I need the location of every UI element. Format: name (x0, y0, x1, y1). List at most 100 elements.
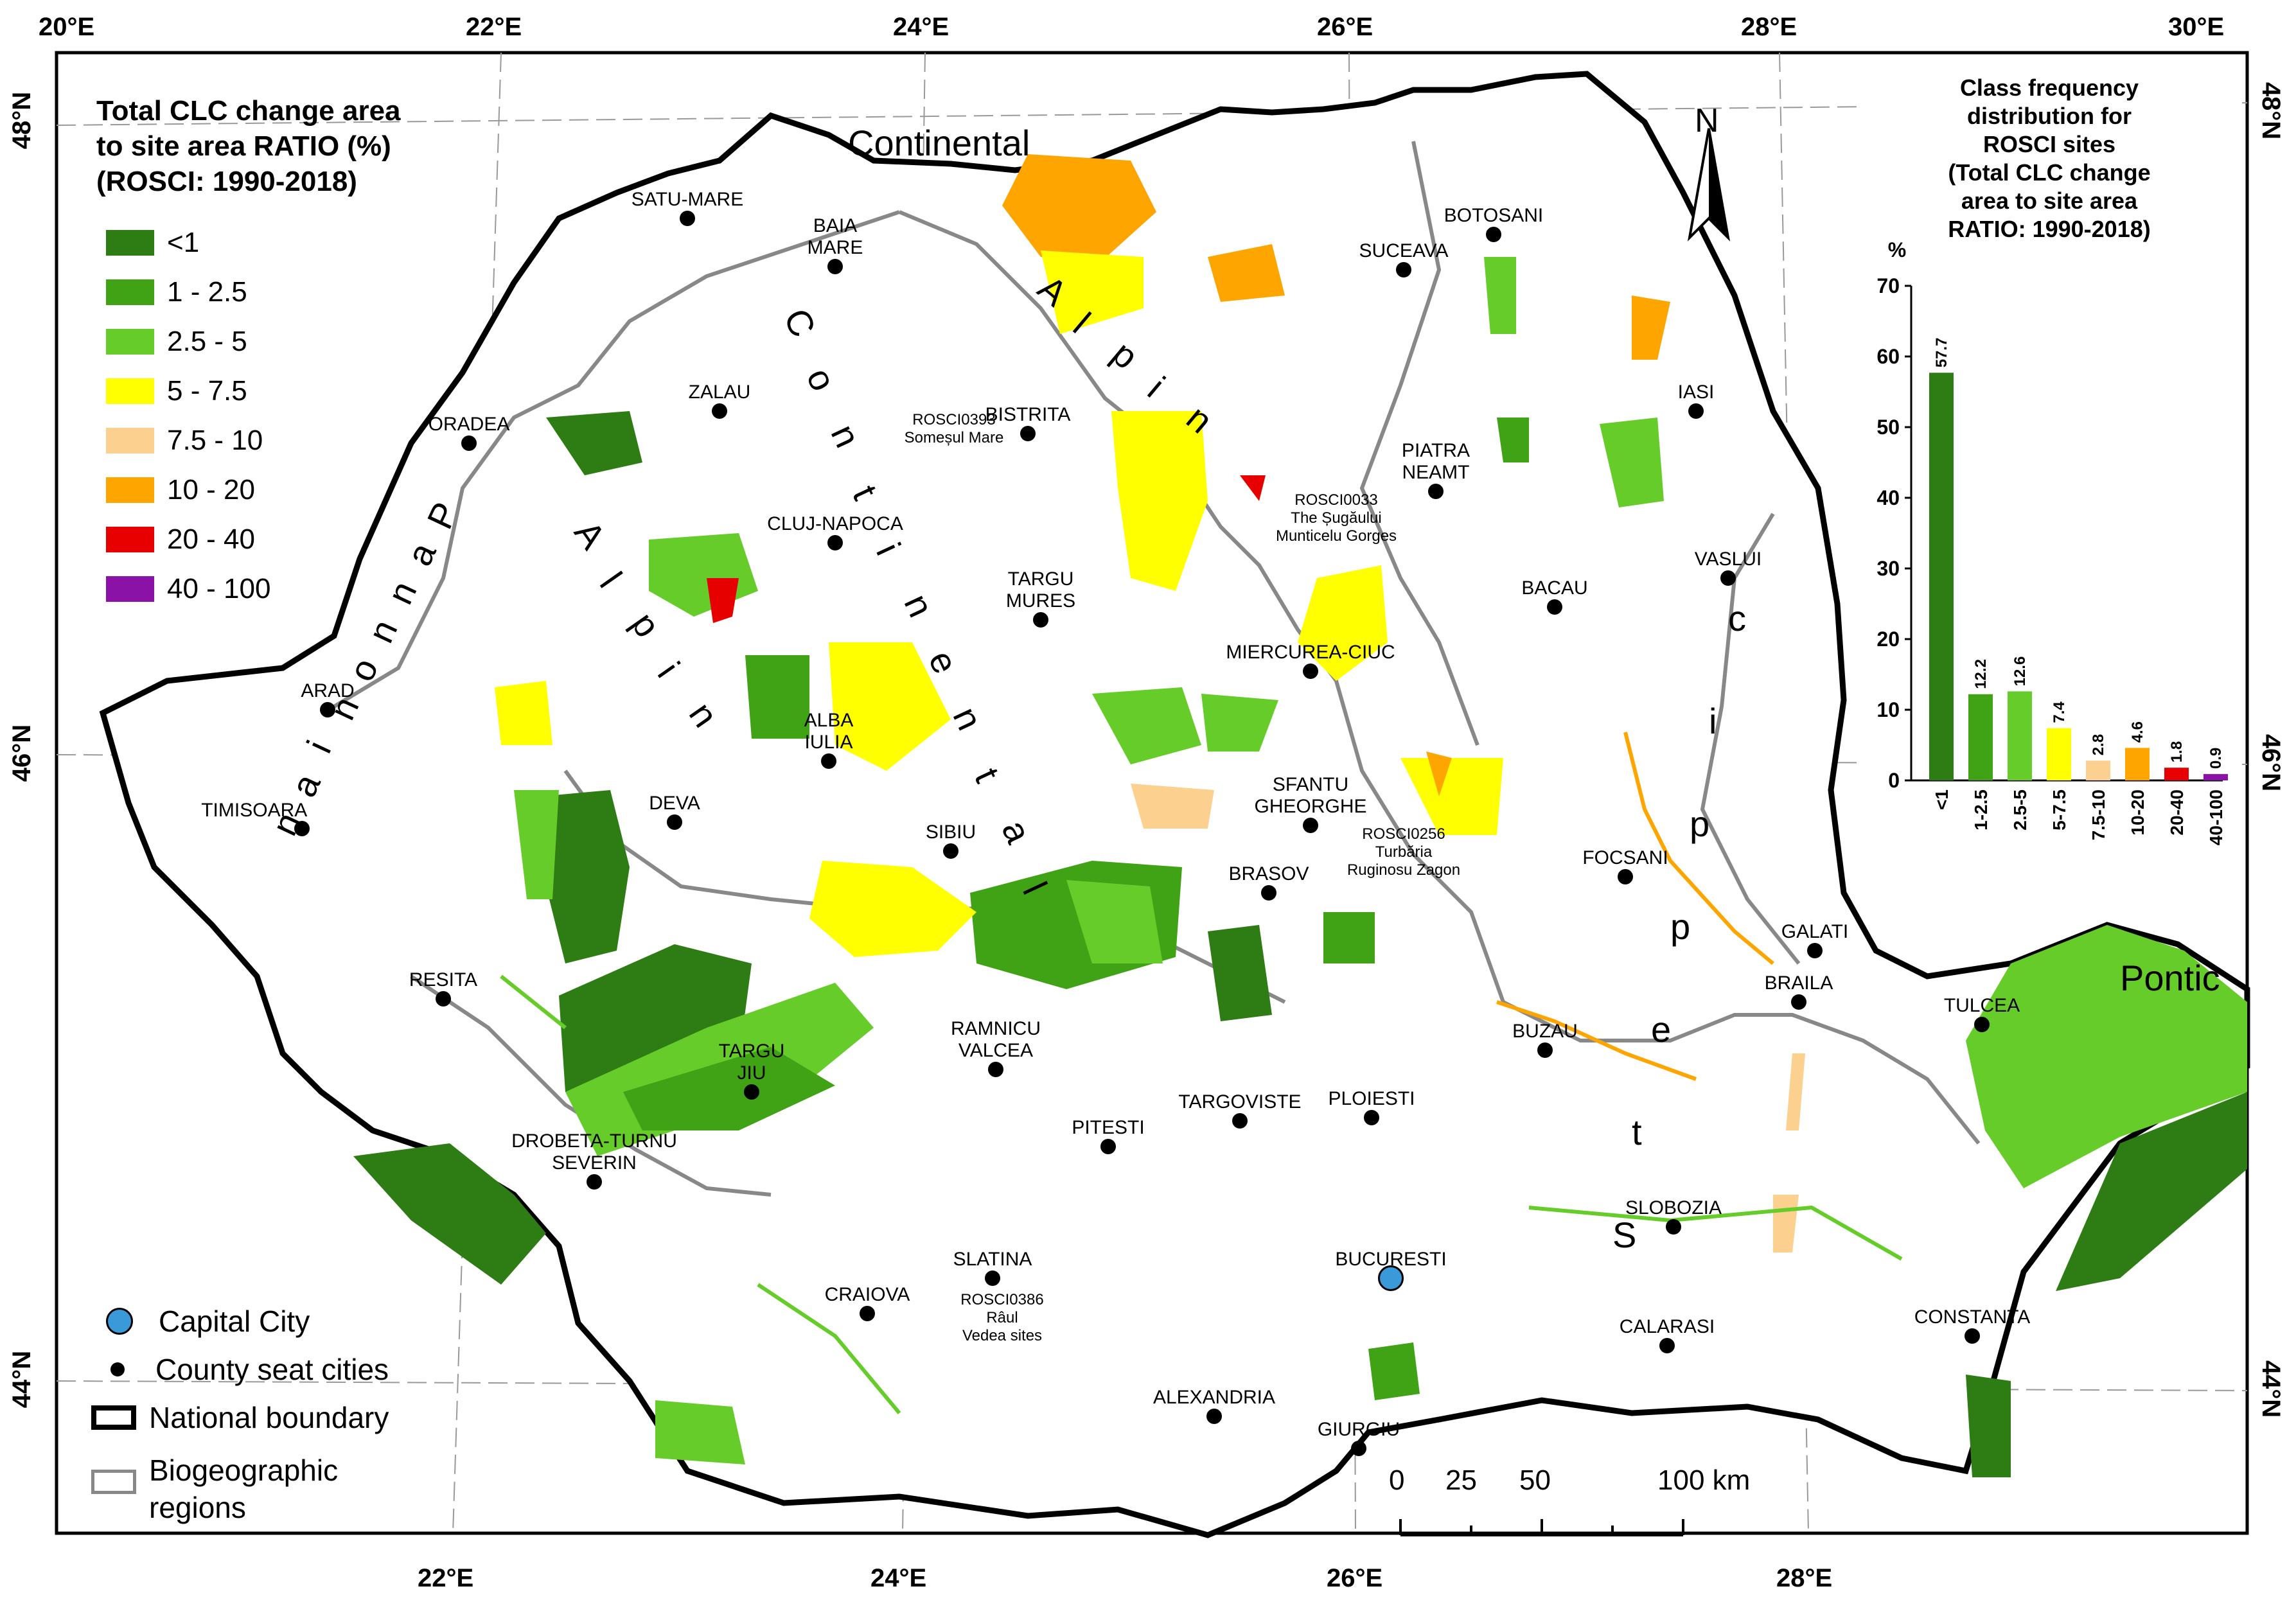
inset-bar (2125, 748, 2150, 780)
inset-bar-value: 4.6 (2129, 721, 2146, 743)
legend-class-row: 10 - 20 (106, 474, 255, 506)
lat-label-right-48: 48°N (2257, 82, 2286, 140)
lon-label-top-30: 30°E (2168, 13, 2225, 41)
county-seat-marker (436, 991, 451, 1007)
inset-bar-value: 2.8 (2090, 734, 2107, 755)
county-seat-marker (985, 1270, 1000, 1286)
site-label-line: ROSCI0386 (960, 1291, 1044, 1308)
city-label: BACAU (1521, 577, 1588, 599)
county-seat-marker (1974, 1017, 1990, 1032)
city-label: SLOBOZIA (1625, 1197, 1722, 1218)
site-label-line: Turbăria (1375, 843, 1433, 861)
lat-label-right-44: 44°N (2257, 1360, 2286, 1418)
legend-swatch (106, 328, 154, 355)
city-label: PITESTI (1072, 1117, 1145, 1138)
inset-title-line: (Total CLC change (1948, 159, 2151, 186)
county-seat-marker (1396, 262, 1411, 277)
legend-class-row: 5 - 7.5 (106, 374, 247, 407)
county-seat-marker (1659, 1338, 1675, 1353)
lon-label-top-20: 20°E (39, 13, 95, 41)
legend-boundary-label: National boundary (149, 1401, 389, 1434)
region-letter-steppic: i (1709, 701, 1717, 741)
legend-class-row: <1 (106, 226, 200, 258)
legend-class-label: 2.5 - 5 (167, 325, 247, 357)
city-label: DEVA (649, 793, 700, 814)
county-seat-marker (1232, 1113, 1248, 1129)
county-seat-marker (1303, 818, 1318, 833)
inset-category-label: 1-2.5 (1971, 789, 1991, 831)
legend-boundary: National boundary (84, 1400, 389, 1435)
city-label: BAIA MARE (807, 215, 863, 258)
inset-y-tick-label: 60 (1877, 345, 1900, 368)
city-label: BUZAU (1512, 1021, 1578, 1042)
county-seat-marker (1666, 1219, 1681, 1235)
county-seat-marker (821, 753, 836, 769)
legend-title-line: to site area RATIO (%) (96, 130, 391, 162)
region-letter-steppic: t (1632, 1112, 1642, 1152)
inset-bar-value: 0.9 (2207, 748, 2225, 769)
inset-y-tick-label: 30 (1877, 557, 1900, 580)
county-seat-marker (1206, 1409, 1222, 1424)
county-seat-marker (294, 821, 310, 836)
city-label: TARGU MURES (1005, 568, 1076, 611)
site-label: ROSCI0256 Turbăria Ruginosu Zagon (1347, 825, 1460, 879)
legend-title: Total CLC change area to site area RATIO… (96, 93, 495, 199)
city-label: SIBIU (925, 822, 976, 843)
site-label: ROSCI0033 The Șugăului Munticelu Gorges (1276, 491, 1397, 545)
inset-y-tick-label: 70 (1877, 274, 1900, 297)
legend-regions-line: Biogeographic (149, 1454, 339, 1487)
county-seat-marker (1486, 227, 1501, 242)
legend-class-label: 7.5 - 10 (167, 424, 263, 456)
city-label: BISTRITA (985, 404, 1071, 425)
inset-y-tick-label: 50 (1877, 416, 1900, 439)
city-label: ORADEA (428, 414, 510, 435)
county-seat-marker (1688, 403, 1704, 419)
legend-regions-label: Biogeographic regions (149, 1452, 338, 1526)
city-label: MIERCUREA-CIUC (1226, 642, 1395, 663)
site-label: ROSCI0386 Râul Vedea sites (960, 1291, 1043, 1345)
inset-category-label: 2.5-5 (2010, 789, 2030, 831)
city-label: TARGU JIU (718, 1041, 785, 1084)
city-label: CRAIOVA (824, 1284, 910, 1305)
city-label: BUCURESTI (1335, 1249, 1447, 1270)
legend-class-label: 20 - 40 (167, 523, 255, 555)
inset-category-label: 20-40 (2167, 789, 2187, 836)
county-seat-marker (667, 814, 682, 830)
scale-tick-label: 100 km (1657, 1464, 1751, 1496)
city-label: BRASOV (1228, 863, 1309, 884)
scale-tick-label: 50 (1519, 1464, 1551, 1496)
lon-label-bottom-22: 22°E (418, 1564, 474, 1592)
scale-tick-label: 25 (1445, 1464, 1477, 1496)
city-label: DROBETA-TURNU SEVERIN (511, 1130, 677, 1174)
lon-label-top-24: 24°E (893, 13, 949, 41)
legend-capital: Capital City (84, 1304, 310, 1339)
site-label-line: ROSCI0393 (912, 411, 996, 428)
county-seat-marker (1351, 1441, 1366, 1456)
county-seat-marker (744, 1084, 759, 1100)
legend-class-label: 5 - 7.5 (167, 374, 247, 407)
inset-y-tick-label: 10 (1877, 698, 1900, 721)
inset-y-tick-label: 0 (1888, 769, 1900, 792)
legend-class-label: <1 (167, 226, 200, 258)
site-label: ROSCI0393 Someșul Mare (905, 411, 1004, 447)
city-label: VASLUI (1694, 549, 1762, 570)
region-symbol-icon (91, 1470, 136, 1494)
city-label: PIATRA NEAMT (1401, 440, 1470, 483)
inset-y-tick-label: 20 (1877, 628, 1900, 651)
site-label-line: Munticelu Gorges (1275, 527, 1397, 545)
city-label: ALBA IULIA (804, 710, 854, 753)
city-label: SUCEAVA (1359, 240, 1449, 261)
site-label-line: Vedea sites (962, 1327, 1043, 1344)
county-seat-marker (1791, 994, 1806, 1010)
legend-regions: Biogeographic regions (84, 1452, 338, 1526)
site-label-line: Someșul Mare (904, 429, 1004, 446)
city-label: BRAILA (1764, 972, 1833, 994)
city-label: CONSTANTA (1914, 1306, 2031, 1328)
legend-capital-label: Capital City (159, 1305, 310, 1338)
inset-bar (1968, 694, 1993, 780)
region-label-pontic: Pontic (2120, 958, 2220, 998)
legend-title-line: (ROSCI: 1990-2018) (96, 166, 357, 197)
inset-title-line: distribution for (1967, 103, 2132, 129)
region-label-continental: Continental (848, 123, 1030, 163)
lon-label-top-26: 26°E (1317, 13, 1373, 41)
